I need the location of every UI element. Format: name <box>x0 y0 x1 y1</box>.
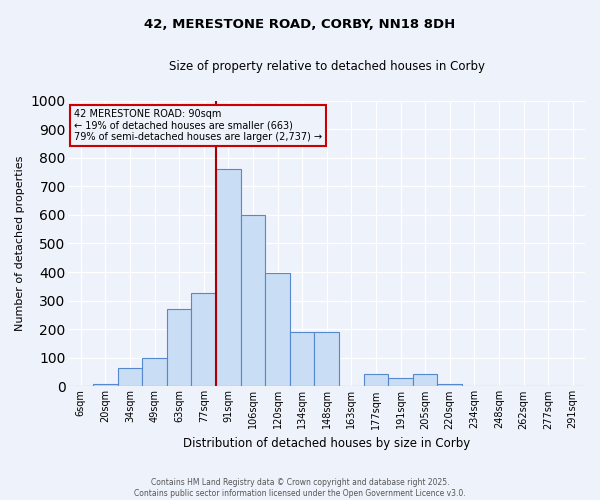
Text: 42 MERESTONE ROAD: 90sqm
← 19% of detached houses are smaller (663)
79% of semi-: 42 MERESTONE ROAD: 90sqm ← 19% of detach… <box>74 109 322 142</box>
Bar <box>314 332 339 386</box>
Bar <box>167 309 191 386</box>
Bar <box>191 294 216 386</box>
Text: Contains HM Land Registry data © Crown copyright and database right 2025.
Contai: Contains HM Land Registry data © Crown c… <box>134 478 466 498</box>
Bar <box>413 374 437 386</box>
Title: Size of property relative to detached houses in Corby: Size of property relative to detached ho… <box>169 60 485 73</box>
Bar <box>142 358 167 386</box>
Y-axis label: Number of detached properties: Number of detached properties <box>15 156 25 331</box>
Bar <box>265 274 290 386</box>
Text: 42, MERESTONE ROAD, CORBY, NN18 8DH: 42, MERESTONE ROAD, CORBY, NN18 8DH <box>145 18 455 30</box>
Bar <box>93 384 118 386</box>
X-axis label: Distribution of detached houses by size in Corby: Distribution of detached houses by size … <box>183 437 470 450</box>
Bar <box>241 215 265 386</box>
Bar <box>216 169 241 386</box>
Bar <box>290 332 314 386</box>
Bar <box>437 384 462 386</box>
Bar <box>118 368 142 386</box>
Bar <box>364 374 388 386</box>
Bar <box>388 378 413 386</box>
